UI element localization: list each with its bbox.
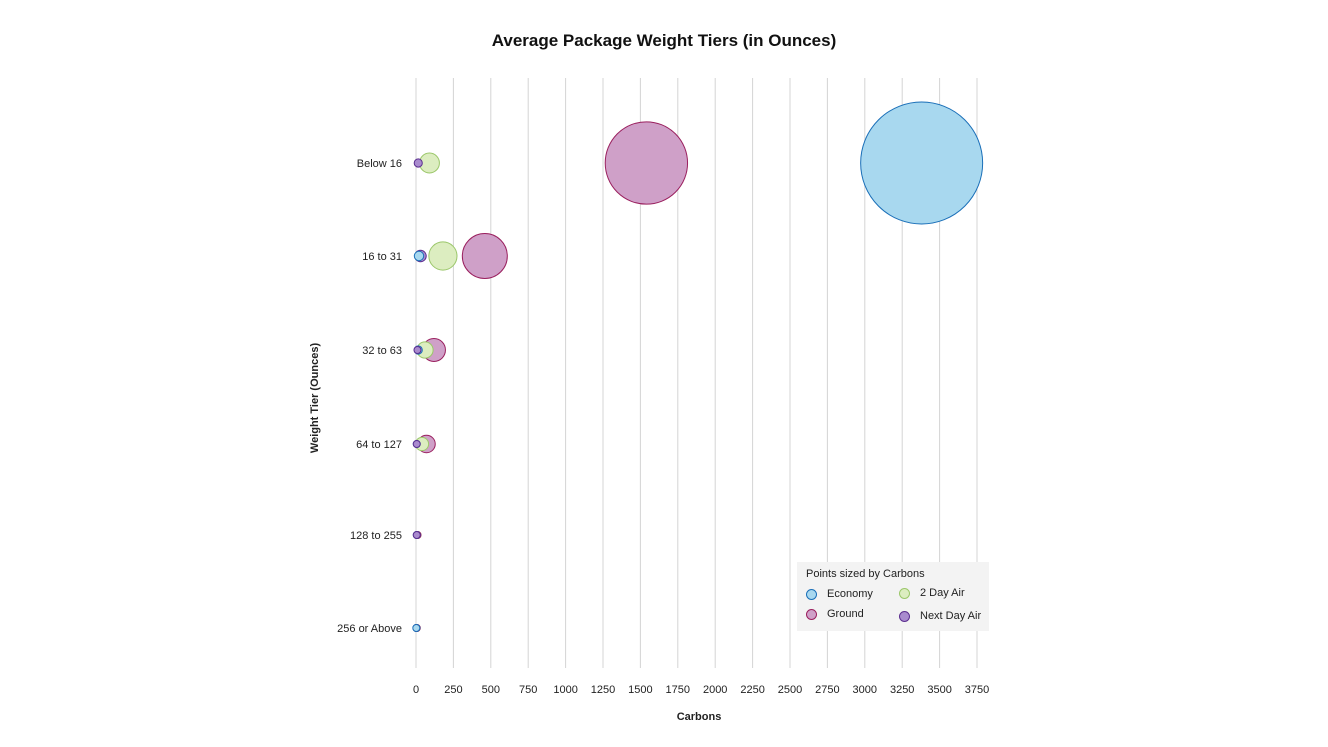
legend-item-ground[interactable]: Ground	[806, 608, 864, 620]
x-tick-label: 750	[519, 684, 537, 696]
x-tick-label: 2500	[778, 684, 802, 696]
bubble-next-day-air-32-to-63[interactable]	[413, 346, 422, 354]
bubble-economy-16-to-31[interactable]	[413, 250, 425, 262]
x-tick-label: 0	[413, 684, 419, 696]
x-tick-label: 2750	[815, 684, 839, 696]
legend-swatch-ground	[806, 608, 817, 620]
bubble-2-day-air-16-to-31[interactable]	[428, 241, 458, 271]
bubble-next-day-air-128-to-255[interactable]	[412, 531, 421, 539]
y-tick-label: 16 to 31	[362, 251, 402, 263]
bubble-economy-256-or-above[interactable]	[412, 624, 421, 632]
x-tick-label: 2000	[703, 684, 727, 696]
bubble-economy-below-16[interactable]	[860, 101, 984, 225]
y-axis-labels: Below 16 16 to 31 32 to 63 64 to 127 128 to …	[337, 158, 402, 635]
chart-title: Average Package Weight Tiers (in Ounces)	[491, 31, 837, 50]
x-axis-labels: 0 250 500 750 1000 1250 1500 1750 2000 2250 2500 27…	[413, 684, 989, 696]
bubble-ground-below-16[interactable]	[604, 121, 689, 205]
y-tick-label: Below 16	[357, 158, 402, 170]
y-tick-label: 256 or Above	[337, 623, 402, 635]
bubble-layer	[412, 101, 984, 632]
x-tick-label: 500	[482, 684, 500, 696]
legend-label-economy: Economy	[827, 588, 873, 600]
legend-swatch-economy	[806, 588, 817, 600]
legend-swatch-next-day-air	[899, 610, 910, 622]
legend-swatch-2-day-air	[899, 587, 910, 599]
legend-item-2-day-air[interactable]: 2 Day Air	[899, 587, 965, 599]
x-tick-label: 3250	[890, 684, 914, 696]
x-tick-label: 2250	[740, 684, 764, 696]
y-tick-label: 32 to 63	[362, 345, 402, 357]
legend-item-economy[interactable]: Economy	[806, 588, 873, 600]
x-tick-label: 3750	[965, 684, 989, 696]
legend-item-next-day-air[interactable]: Next Day Air	[899, 610, 981, 622]
x-tick-label: 3000	[853, 684, 877, 696]
x-tick-label: 1750	[666, 684, 690, 696]
x-axis-title: Carbons	[677, 711, 722, 723]
x-tick-label: 1500	[628, 684, 652, 696]
y-axis-title: Weight Tier (Ounces)	[309, 343, 321, 454]
legend-label-2-day-air: 2 Day Air	[920, 587, 965, 599]
bubble-ground-16-to-31[interactable]	[461, 232, 508, 280]
x-tick-label: 1250	[591, 684, 615, 696]
y-tick-label: 128 to 255	[350, 530, 402, 542]
bubble-next-day-air-64-to-127[interactable]	[412, 440, 421, 448]
bubble-next-day-air-below-16[interactable]	[413, 158, 423, 168]
legend-label-next-day-air: Next Day Air	[920, 610, 982, 622]
y-tick-label: 64 to 127	[356, 439, 402, 451]
x-tick-label: 250	[444, 684, 462, 696]
legend-label-ground: Ground	[827, 608, 864, 620]
x-tick-label: 3500	[927, 684, 951, 696]
legend: Points sized by Carbons Economy 2 Day Ai…	[797, 562, 989, 631]
x-tick-label: 1000	[553, 684, 577, 696]
legend-title: Points sized by Carbons	[806, 568, 925, 580]
